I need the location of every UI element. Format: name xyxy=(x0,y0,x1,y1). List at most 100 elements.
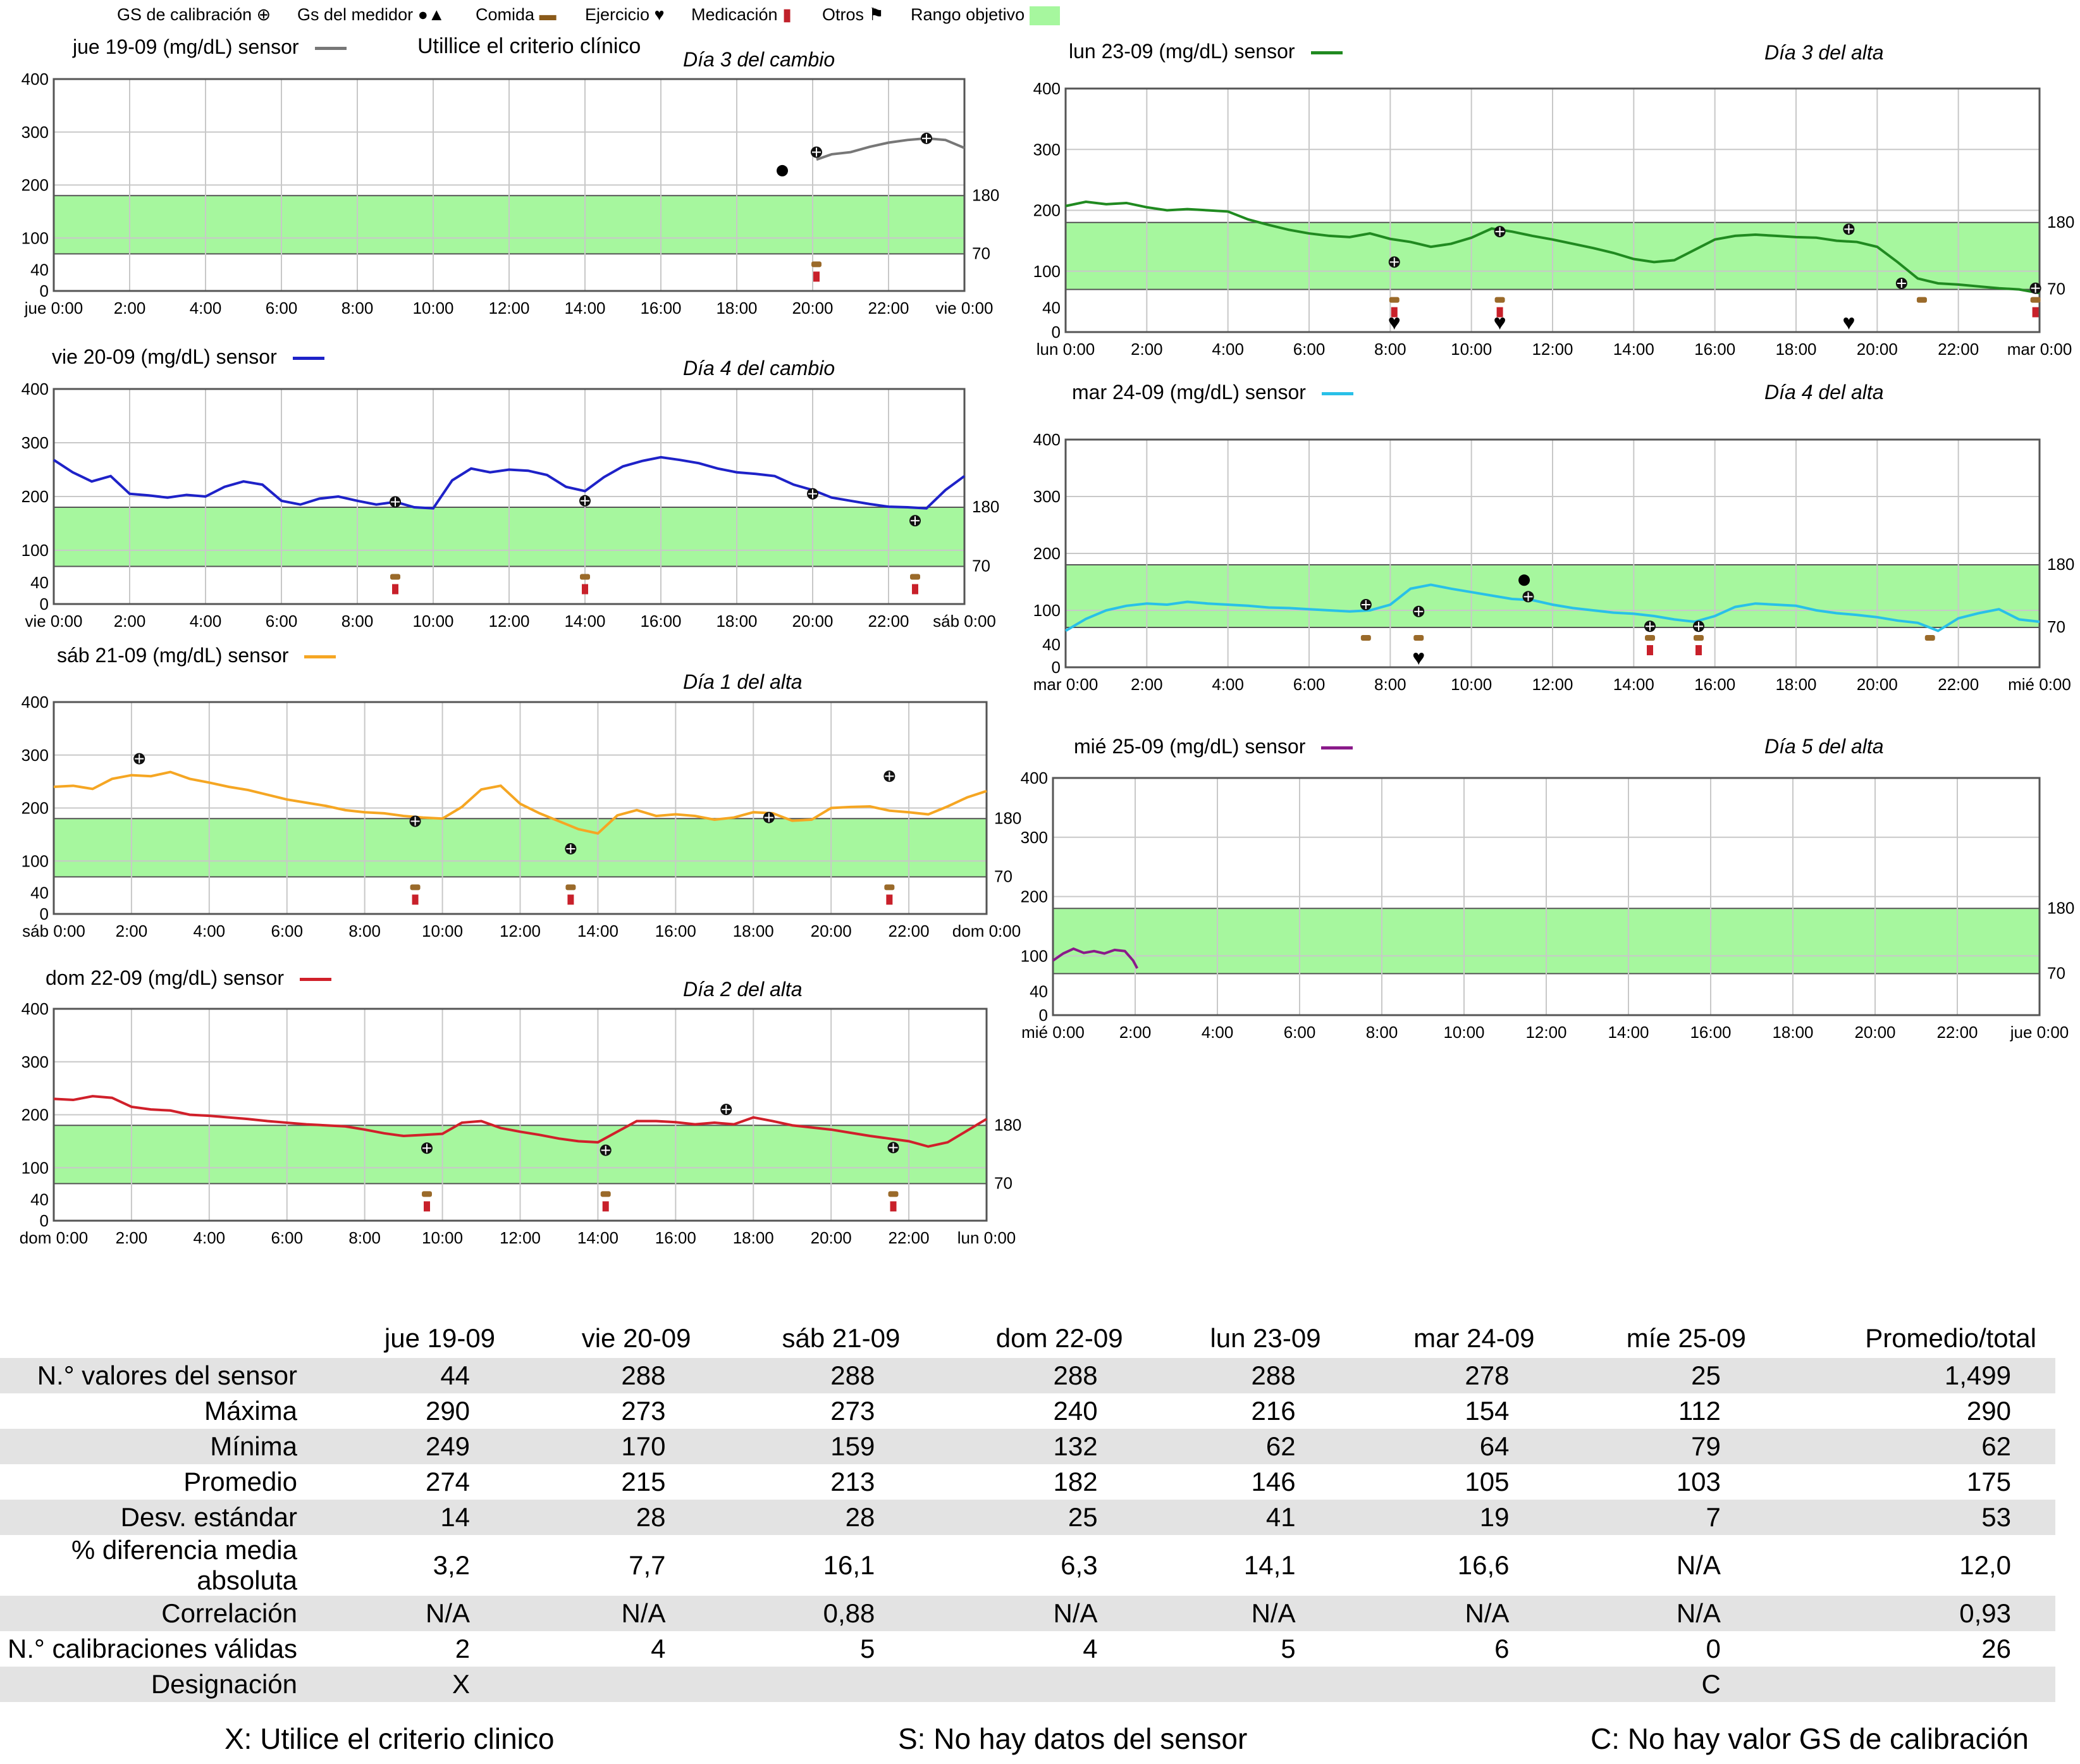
table-header-cell: mar 24-09 xyxy=(1413,1323,1535,1353)
legend-item-others: Otros ⚑ xyxy=(822,5,884,24)
table-cell: 249 xyxy=(316,1429,515,1464)
table-cell: 62 xyxy=(1142,1429,1340,1464)
chart-sab-21-09: sáb 21-09 (mg/dL) sensor Día 1 del alta … xyxy=(0,639,1037,949)
table-cell: 3,2 xyxy=(433,1550,471,1580)
x-tick-label: mié 0:00 xyxy=(1021,1023,1085,1042)
chart-day-label: Día 3 del alta xyxy=(1764,41,1884,64)
x-tick-label: 16:00 xyxy=(640,612,681,631)
table-cell xyxy=(710,1667,920,1702)
x-tick-label: vie 0:00 xyxy=(25,612,82,631)
food-icon xyxy=(580,574,590,580)
medication-icon xyxy=(1496,307,1503,318)
sensor-series-line xyxy=(53,1095,988,1148)
calibration-marker xyxy=(1522,591,1534,603)
x-tick-label: 16:00 xyxy=(1694,340,1735,359)
table-cell: 182 xyxy=(1053,1467,1098,1496)
medication-icon xyxy=(890,1201,897,1212)
table-cell: 41 xyxy=(1142,1500,1340,1535)
x-tick-label: 18:00 xyxy=(716,612,757,631)
medication-icon xyxy=(1391,307,1398,318)
x-tick-label: 18:00 xyxy=(1775,675,1816,694)
chart-title: lun 23-09 (mg/dL) sensor xyxy=(1069,40,1343,63)
x-tick-label: 8:00 xyxy=(1374,340,1406,359)
x-tick-label: 6:00 xyxy=(1293,340,1326,359)
calibration-marker xyxy=(1360,599,1372,610)
x-tick-label: 10:00 xyxy=(1451,340,1492,359)
sensor-series-line xyxy=(816,137,965,161)
x-tick-label: 20:00 xyxy=(792,299,833,318)
plot-frame xyxy=(1052,777,2041,1016)
table-header-cell xyxy=(0,1319,316,1358)
y-tick-label: 200 xyxy=(1033,201,1061,220)
table-header-cell: jue 19-09 xyxy=(384,1323,496,1353)
calibration-marker xyxy=(1693,620,1704,632)
x-tick-label: 14:00 xyxy=(1613,340,1654,359)
series-color-swatch xyxy=(300,978,332,982)
target-limit-label: 70 xyxy=(994,867,1012,885)
series-color-swatch xyxy=(292,357,324,361)
chart-day-label: Día 4 del cambio xyxy=(683,357,835,379)
x-tick-label: 8:00 xyxy=(348,1228,381,1247)
x-tick-label: 10:00 xyxy=(1451,675,1492,694)
table-cell: 4 xyxy=(1083,1634,1098,1663)
x-tick-label: 10:00 xyxy=(422,922,463,941)
x-tick-label: 20:00 xyxy=(792,612,833,631)
x-tick-label: 2:00 xyxy=(1131,340,1163,359)
medication-icon xyxy=(602,1201,609,1212)
table-cell: N/A xyxy=(316,1596,515,1631)
legend-item-exercise: Ejercicio ♥ xyxy=(585,5,665,24)
x-tick-label: 14:00 xyxy=(1608,1023,1649,1042)
calibration-marker xyxy=(1895,278,1907,289)
meter-marker xyxy=(1518,574,1530,586)
table-cell: 4 xyxy=(651,1634,666,1663)
medication-icon xyxy=(2032,307,2039,318)
table-header-cell: vie 20-09 xyxy=(581,1323,691,1353)
chart-svg: 040 100 200 300 400 180 70 sáb 0:00 2:00 4:00 6:00… xyxy=(22,693,1022,941)
y-tick-label: 300 xyxy=(22,433,49,452)
table-cell: X xyxy=(316,1667,515,1702)
chart-title: jue 19-09 (mg/dL) sensor xyxy=(73,35,347,59)
y-tick-label: 400 xyxy=(1033,430,1061,449)
medication-icon xyxy=(392,584,398,595)
medication-icon xyxy=(1695,645,1702,655)
calibration-marker xyxy=(811,146,822,158)
x-tick-label: mar 0:00 xyxy=(1033,675,1098,694)
table-cell: 5 xyxy=(1281,1634,1296,1663)
x-tick-label: 22:00 xyxy=(889,922,930,941)
calibration-marker xyxy=(807,488,818,500)
medication-icon xyxy=(412,894,419,905)
chart-mie-25-09: mié 25-09 (mg/dL) sensor Día 5 del alta … xyxy=(1021,727,2080,1056)
table-cell: 288 xyxy=(710,1358,920,1393)
table-cell: 0,88 xyxy=(710,1596,920,1631)
medication-icon xyxy=(912,584,918,595)
table-cell: 290 xyxy=(1966,1396,2011,1426)
table-cell: 273 xyxy=(621,1396,666,1426)
y-tick-label: 100 xyxy=(22,541,49,560)
table-cell: 216 xyxy=(1251,1396,1296,1426)
x-tick-label: 14:00 xyxy=(577,1228,618,1247)
table-cell: 159 xyxy=(710,1429,920,1464)
table-cell: 12,0 xyxy=(1959,1550,2011,1580)
x-tick-label: 2:00 xyxy=(1131,675,1163,694)
legend-item-calibration: GS de calibración ⊕ xyxy=(117,5,271,24)
footnote-s: S: No hay datos del sensor xyxy=(898,1722,1248,1755)
series-color-swatch xyxy=(304,655,336,659)
chart-title: vie 20-09 (mg/dL) sensor xyxy=(52,345,324,369)
table-row: Designación X C xyxy=(0,1667,2055,1702)
food-icon xyxy=(1413,635,1424,641)
table-cell: C xyxy=(1553,1667,1765,1702)
footnote-c: C: No hay valor GS de calibración xyxy=(1591,1722,2029,1755)
table-cell: 175 xyxy=(1966,1467,2011,1496)
series-color-swatch xyxy=(1310,51,1343,55)
x-tick-label: 22:00 xyxy=(868,612,909,631)
x-tick-label: 18:00 xyxy=(716,299,757,318)
row-label: Desv. estándar xyxy=(0,1500,316,1535)
table-cell: N/A xyxy=(1553,1596,1765,1631)
x-tick-label: 6:00 xyxy=(266,612,298,631)
calibration-marker xyxy=(421,1142,433,1154)
chart-dom-22-09: dom 22-09 (mg/dL) sensor Día 2 del alta … xyxy=(0,961,1037,1271)
food-icon xyxy=(390,574,400,580)
calibration-marker xyxy=(390,496,401,508)
sensor-series-line xyxy=(1065,200,2040,295)
x-tick-label: 6:00 xyxy=(266,299,298,318)
